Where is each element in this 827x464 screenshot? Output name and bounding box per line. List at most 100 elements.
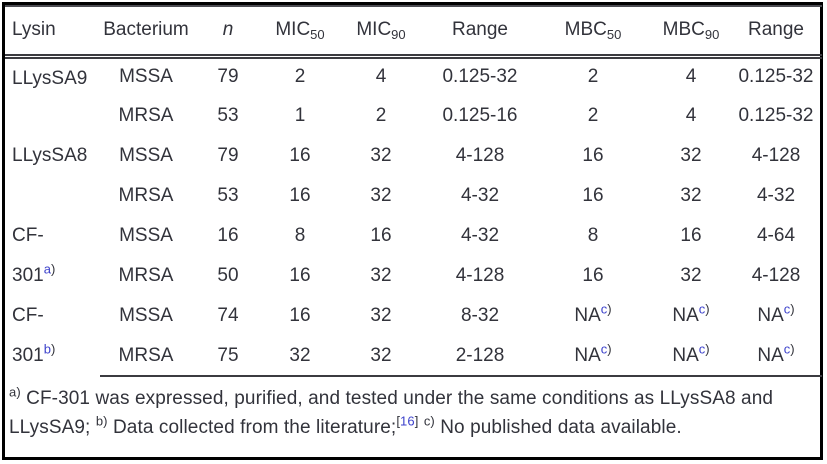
footnote-marker-a: a) bbox=[44, 262, 56, 277]
mic50-cell: 2 bbox=[294, 66, 306, 88]
footnote-marker-paren: ) bbox=[705, 341, 710, 357]
footnote-marker-letter: c bbox=[698, 341, 706, 357]
na-value: NA bbox=[757, 305, 784, 326]
header-range-mbc: Range bbox=[730, 5, 822, 59]
bacterium-cell: MRSA bbox=[118, 185, 174, 206]
footnote-marker-c: c) bbox=[784, 302, 795, 317]
header-mbc90: MBC90 bbox=[652, 5, 730, 59]
footnote-marker-c: c) bbox=[601, 341, 612, 356]
footnote-text-b: Data collected from the literature; bbox=[107, 417, 397, 438]
na-value: NA bbox=[672, 305, 699, 326]
mbc90-cell: 32 bbox=[680, 145, 702, 166]
header-subscript: 90 bbox=[704, 27, 720, 43]
mbc90-cell: 32 bbox=[680, 265, 702, 286]
citation-bracket: ] bbox=[414, 413, 419, 429]
n-cell: 79 bbox=[217, 66, 239, 88]
mic-range-cell: 0.125-16 bbox=[442, 105, 518, 126]
header-n: n bbox=[192, 5, 264, 59]
table-row: CF- 301a) MSSA 16 8 16 4-32 8 16 4-64 bbox=[5, 216, 822, 286]
bacterium-cell: MSSA bbox=[119, 66, 173, 88]
lysin-label: 301a) bbox=[12, 256, 100, 296]
mbc50-cell: 2 bbox=[587, 105, 599, 126]
footnote-marker-b: b) bbox=[95, 413, 108, 429]
mbc90-cell: 16 bbox=[680, 225, 702, 246]
header-label: Range bbox=[748, 19, 804, 41]
bacterium-cell: MSSA bbox=[119, 305, 173, 326]
footnote-text-c: No published data available. bbox=[434, 417, 682, 438]
citation-bracket: [ bbox=[396, 413, 401, 429]
header-label: MBC bbox=[662, 19, 705, 41]
lysin-label: 301b) bbox=[12, 336, 100, 376]
mic-range-cell: 8-32 bbox=[460, 305, 500, 326]
footnote-marker-paren: ) bbox=[790, 341, 795, 357]
mic90-cell: 32 bbox=[370, 185, 392, 206]
mic90-cell: 2 bbox=[375, 105, 387, 126]
footnote-marker-a: a) bbox=[9, 384, 21, 400]
header-label: MIC bbox=[275, 19, 311, 41]
mic-range-cell: 4-32 bbox=[460, 185, 500, 206]
mbc-range-cell: NAc) bbox=[730, 296, 822, 336]
lysin-cell-llyssa9: LLysSA9 bbox=[5, 56, 100, 136]
lysin-label: LLysSA9 bbox=[12, 67, 88, 89]
footnote-marker-paren: ) bbox=[705, 301, 710, 317]
mbc50-cell: NAc) bbox=[534, 336, 652, 377]
header-subscript: 50 bbox=[606, 27, 622, 43]
mic-range-cell: 4-32 bbox=[460, 225, 500, 246]
n-cell: 74 bbox=[217, 305, 239, 326]
mic-range-cell: 4-128 bbox=[455, 265, 505, 286]
table-row: MRSA 50 16 32 4-128 16 32 4-128 bbox=[5, 256, 822, 296]
mbc50-cell: NAc) bbox=[534, 296, 652, 336]
n-cell: 50 bbox=[217, 265, 239, 286]
header-lysin: Lysin bbox=[5, 5, 100, 59]
mic90-cell: 32 bbox=[370, 265, 392, 286]
citation-number: 16 bbox=[400, 413, 415, 429]
header-mic50: MIC50 bbox=[264, 5, 336, 59]
footnote-marker-letter: c bbox=[698, 301, 706, 317]
bacterium-cell: MSSA bbox=[119, 145, 173, 166]
header-label: Lysin bbox=[12, 19, 56, 41]
n-cell: 16 bbox=[217, 225, 239, 246]
mbc50-cell: 16 bbox=[582, 265, 604, 286]
na-value: NA bbox=[672, 344, 699, 366]
citation-ref: [16] bbox=[396, 414, 418, 429]
footnote-marker-c: c) bbox=[423, 413, 435, 429]
mbc50-cell: 16 bbox=[582, 185, 604, 206]
mbc50-cell: 16 bbox=[582, 145, 604, 166]
footnote-marker-letter: a bbox=[43, 261, 51, 277]
mic90-cell: 32 bbox=[370, 305, 392, 326]
mbc90-cell: NAc) bbox=[652, 336, 730, 377]
footnote-marker-paren: ) bbox=[50, 261, 56, 277]
na-value: NA bbox=[574, 344, 601, 366]
table-row: MRSA 75 32 32 2-128 NAc) NAc) NAc) bbox=[5, 336, 822, 377]
table-row: CF- 301b) MSSA 74 16 32 8-32 NAc) NAc) N… bbox=[5, 296, 822, 366]
n-cell: 53 bbox=[217, 185, 239, 206]
footnote-marker-letter: c bbox=[600, 341, 608, 357]
table-row: MRSA 53 16 32 4-32 16 32 4-32 bbox=[5, 176, 822, 216]
mbc-range-cell: 0.125-32 bbox=[738, 105, 814, 126]
table-header: Lysin Bacterium n MIC50 MIC90 Range MBC5… bbox=[5, 5, 822, 59]
lysin-cell-llyssa8: LLysSA8 bbox=[5, 136, 100, 216]
mic50-cell: 16 bbox=[289, 145, 311, 166]
mic50-cell: 8 bbox=[294, 225, 306, 246]
mbc-range-cell: 4-32 bbox=[756, 185, 796, 206]
header-subscript: 90 bbox=[391, 27, 406, 43]
mic50-cell: 1 bbox=[294, 105, 306, 126]
footnote-marker-paren: ) bbox=[50, 341, 56, 357]
footnote-marker-paren: ) bbox=[607, 301, 612, 317]
header-label: Bacterium bbox=[103, 19, 189, 41]
footnote-marker-c: c) bbox=[784, 341, 795, 356]
mbc90-cell: 4 bbox=[685, 66, 697, 88]
header-label: n bbox=[222, 19, 234, 41]
header-label: MBC bbox=[564, 19, 607, 41]
header-range-mic: Range bbox=[426, 5, 534, 59]
footnote-marker-c: c) bbox=[699, 341, 710, 356]
lysin-label: LLysSA8 bbox=[12, 145, 88, 166]
header-bacterium: Bacterium bbox=[100, 5, 192, 59]
footnote-marker-c: c) bbox=[699, 302, 710, 317]
table-footnotes: a) CF-301 was expressed, purified, and t… bbox=[9, 380, 816, 442]
mic90-cell: 32 bbox=[370, 145, 392, 166]
mic50-cell: 16 bbox=[289, 265, 311, 286]
table-row: MRSA 53 1 2 0.125-16 2 4 0.125-32 bbox=[5, 96, 822, 136]
mbc-range-cell: NAc) bbox=[730, 336, 822, 377]
footnote-marker-letter: b bbox=[43, 341, 51, 357]
